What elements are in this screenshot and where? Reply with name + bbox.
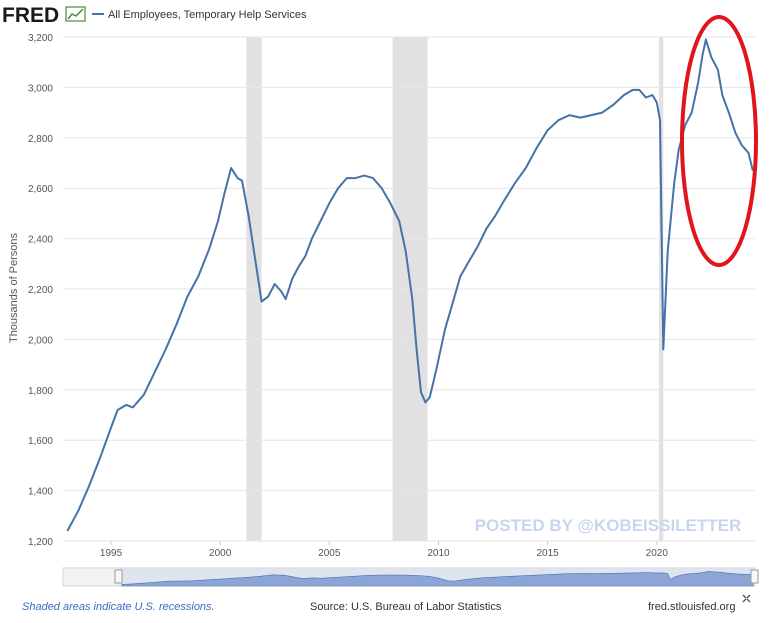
watermark: POSTED BY @KOBEISSILETTER	[475, 516, 742, 535]
x-tick-label: 2010	[427, 548, 450, 559]
y-tick-label: 2,800	[28, 134, 53, 145]
fred-logo-graph-icon	[65, 6, 86, 22]
y-tick-label: 1,200	[28, 537, 53, 548]
x-tick-label: 1995	[100, 548, 123, 559]
navigator-series	[121, 571, 754, 587]
highlight-ellipse	[680, 15, 758, 267]
x-axis-ticks: 1995 2000 2005 2010 2015 2020	[100, 541, 668, 559]
fred-url-link[interactable]: fred.stlouisfed.org	[648, 601, 736, 613]
gridlines	[63, 36, 755, 542]
y-tick-label: 2,400	[28, 235, 53, 246]
y-tick-label: 3,200	[28, 33, 53, 44]
y-tick-label: 3,000	[28, 83, 53, 94]
legend-label[interactable]: All Employees, Temporary Help Services	[108, 9, 307, 21]
recession-note: Shaded areas indicate U.S. recessions.	[22, 601, 215, 613]
series-line[interactable]	[66, 38, 754, 532]
y-tick-label: 2,000	[28, 335, 53, 346]
y-tick-label: 1,400	[28, 487, 53, 498]
x-tick-label: 2020	[646, 548, 669, 559]
plot-area: 1995 2000 2005 2010 2015 2020 1,200 1,400 1,600…	[28, 33, 755, 559]
x-tick-label: 2015	[536, 548, 559, 559]
series-layer	[66, 38, 754, 532]
y-tick-label: 1,600	[28, 436, 53, 447]
fred-logo[interactable]: FRED	[2, 4, 59, 27]
expand-icon[interactable]	[742, 594, 751, 603]
y-tick-label: 2,200	[28, 285, 53, 296]
y-tick-label: 1,800	[28, 386, 53, 397]
y-tick-label: 2,600	[28, 184, 53, 195]
range-navigator[interactable]	[62, 567, 759, 587]
x-tick-label: 2005	[318, 548, 341, 559]
source-note: Source: U.S. Bureau of Labor Statistics	[310, 601, 502, 613]
y-axis-ticks: 1,200 1,400 1,600 1,800 2,000 2,200 2,400 2,600…	[28, 33, 53, 548]
navigator-right-handle[interactable]	[750, 569, 759, 584]
y-axis-title: Thousands of Persons	[8, 232, 20, 343]
navigator-left-handle[interactable]	[114, 569, 123, 584]
x-tick-label: 2000	[209, 548, 232, 559]
